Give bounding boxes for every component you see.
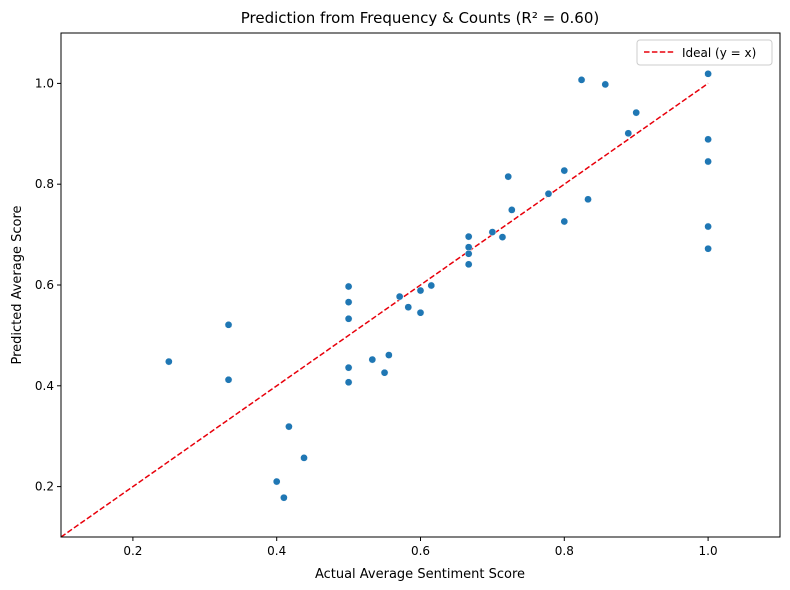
scatter-point — [344, 378, 353, 387]
scatter-point — [300, 454, 308, 462]
axis-ticks: 0.2 0.4 0.6 0.8 1.0 0.2 0.4 0.6 0.8 1.0 — [35, 76, 718, 558]
y-tick-label: 1.0 — [35, 76, 54, 90]
scatter-point — [704, 157, 712, 166]
scatter-point — [464, 249, 473, 258]
scatter-point — [285, 422, 293, 431]
scatter-point — [560, 166, 569, 175]
y-axis-label: Predicted Average Score — [10, 205, 25, 364]
scatter-point — [344, 314, 353, 323]
scatter-point — [344, 282, 353, 291]
scatter-point — [584, 195, 592, 204]
y-tick-label: 0.6 — [35, 278, 54, 292]
scatter-point — [404, 303, 413, 312]
x-tick-label: 0.6 — [411, 544, 430, 558]
scatter-point — [416, 308, 425, 317]
scatter-point — [704, 135, 712, 144]
x-axis-label: Actual Average Sentiment Score — [315, 567, 525, 582]
scatter-point — [507, 206, 516, 214]
scatter-point — [224, 375, 233, 384]
scatter-point — [344, 363, 353, 372]
scatter-point — [395, 292, 404, 301]
scatter-point — [344, 298, 353, 306]
scatter-point — [560, 217, 569, 226]
scatter-point — [416, 286, 425, 295]
x-tick-label: 0.8 — [555, 544, 574, 558]
scatter-point — [368, 355, 377, 364]
scatter-point — [272, 477, 281, 486]
scatter-point — [601, 80, 610, 89]
scatter-point — [504, 172, 513, 181]
scatter-point — [464, 260, 473, 269]
ideal-line — [61, 82, 709, 537]
legend-label-ideal: Ideal (y = x) — [682, 46, 756, 60]
scatter-point — [624, 129, 633, 138]
scatter-point — [544, 189, 553, 198]
legend: Ideal (y = x) — [636, 39, 773, 66]
scatter-point — [165, 357, 173, 366]
scatter-point — [704, 69, 712, 78]
scatter-point — [224, 320, 233, 329]
scatter-point — [632, 108, 641, 117]
scatter-point — [498, 233, 507, 241]
scatter-point — [380, 368, 389, 377]
scatter-point — [704, 244, 712, 253]
scatter-point — [385, 351, 393, 359]
y-tick-label: 0.2 — [35, 480, 54, 494]
x-tick-label: 1.0 — [699, 544, 718, 558]
scatter-point — [464, 232, 473, 241]
plot-area — [61, 69, 712, 537]
y-tick-label: 0.4 — [35, 379, 54, 393]
y-tick-label: 0.8 — [35, 177, 54, 191]
scatter-point — [464, 243, 473, 252]
scatter-point — [280, 493, 288, 502]
chart-title: Prediction from Frequency & Counts (R² =… — [241, 9, 599, 27]
x-tick-label: 0.2 — [123, 544, 142, 558]
legend-box — [636, 39, 773, 66]
scatter-point — [704, 222, 712, 231]
scatter-point — [427, 281, 436, 290]
x-tick-label: 0.4 — [267, 544, 286, 558]
scatter-point — [488, 228, 497, 236]
scatter-point — [577, 76, 586, 84]
